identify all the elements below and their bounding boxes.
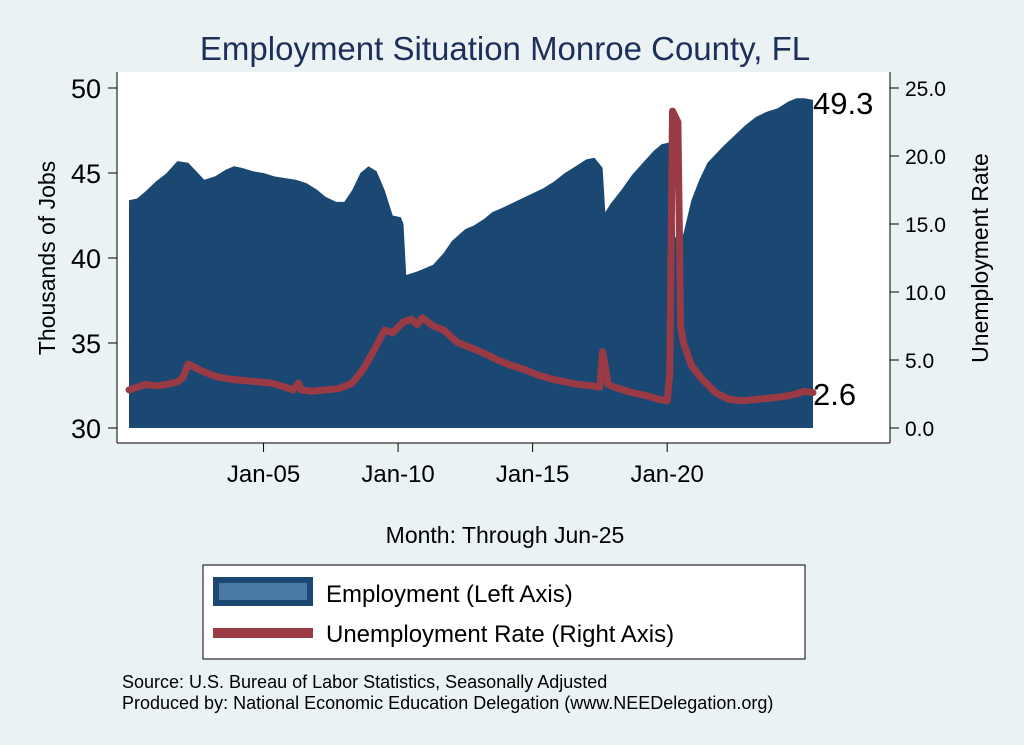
employment-area	[129, 98, 813, 428]
legend-label-employment: Employment (Left Axis)	[326, 581, 573, 608]
left-tick-label: 45	[71, 159, 101, 189]
x-tick-label: Jan-05	[227, 461, 300, 488]
y-axis-label-right: Unemployment Rate	[967, 153, 993, 363]
right-tick-label: 10.0	[905, 282, 946, 305]
x-axis-ticks: Jan-05 Jan-10 Jan-15 Jan-20	[227, 443, 704, 488]
x-tick-label: Jan-20	[630, 461, 703, 488]
left-tick-label: 50	[71, 74, 101, 104]
left-tick-label: 40	[71, 244, 101, 274]
right-tick-label: 15.0	[905, 214, 946, 237]
x-tick-label: Jan-10	[361, 461, 434, 488]
source-note: Source: U.S. Bureau of Labor Statistics,…	[122, 672, 607, 692]
x-tick-label: Jan-15	[496, 461, 569, 488]
left-tick-label: 30	[71, 414, 101, 444]
unemployment-line	[125, 107, 817, 405]
left-axis-ticks: 30 35 40 45 50	[71, 74, 117, 444]
y-axis-label-left: Thousands of Jobs	[34, 161, 60, 355]
producer-note: Produced by: National Economic Education…	[122, 693, 773, 713]
legend-swatch-employment-inner	[219, 583, 307, 600]
right-tick-label: 5.0	[905, 350, 934, 373]
right-tick-label: 20.0	[905, 146, 946, 169]
employment-area-path	[129, 98, 813, 428]
legend-label-unemployment: Unemployment Rate (Right Axis)	[326, 621, 674, 648]
unemployment-line-path	[125, 107, 817, 405]
right-tick-label: 25.0	[905, 78, 946, 101]
legend-swatch-employment	[213, 577, 313, 606]
right-axis-ticks: 0.0 5.0 10.0 15.0 20.0 25.0	[890, 78, 946, 441]
left-tick-label: 35	[71, 329, 101, 359]
right-tick-label: 0.0	[905, 418, 934, 441]
x-axis-label: Month: Through Jun-25	[386, 522, 625, 548]
chart-title: Employment Situation Monroe County, FL	[200, 30, 810, 67]
unemployment-end-label: 2.6	[813, 377, 856, 412]
legend: Employment (Left Axis) Unemployment Rate…	[202, 564, 806, 660]
employment-end-label: 49.3	[813, 86, 873, 121]
